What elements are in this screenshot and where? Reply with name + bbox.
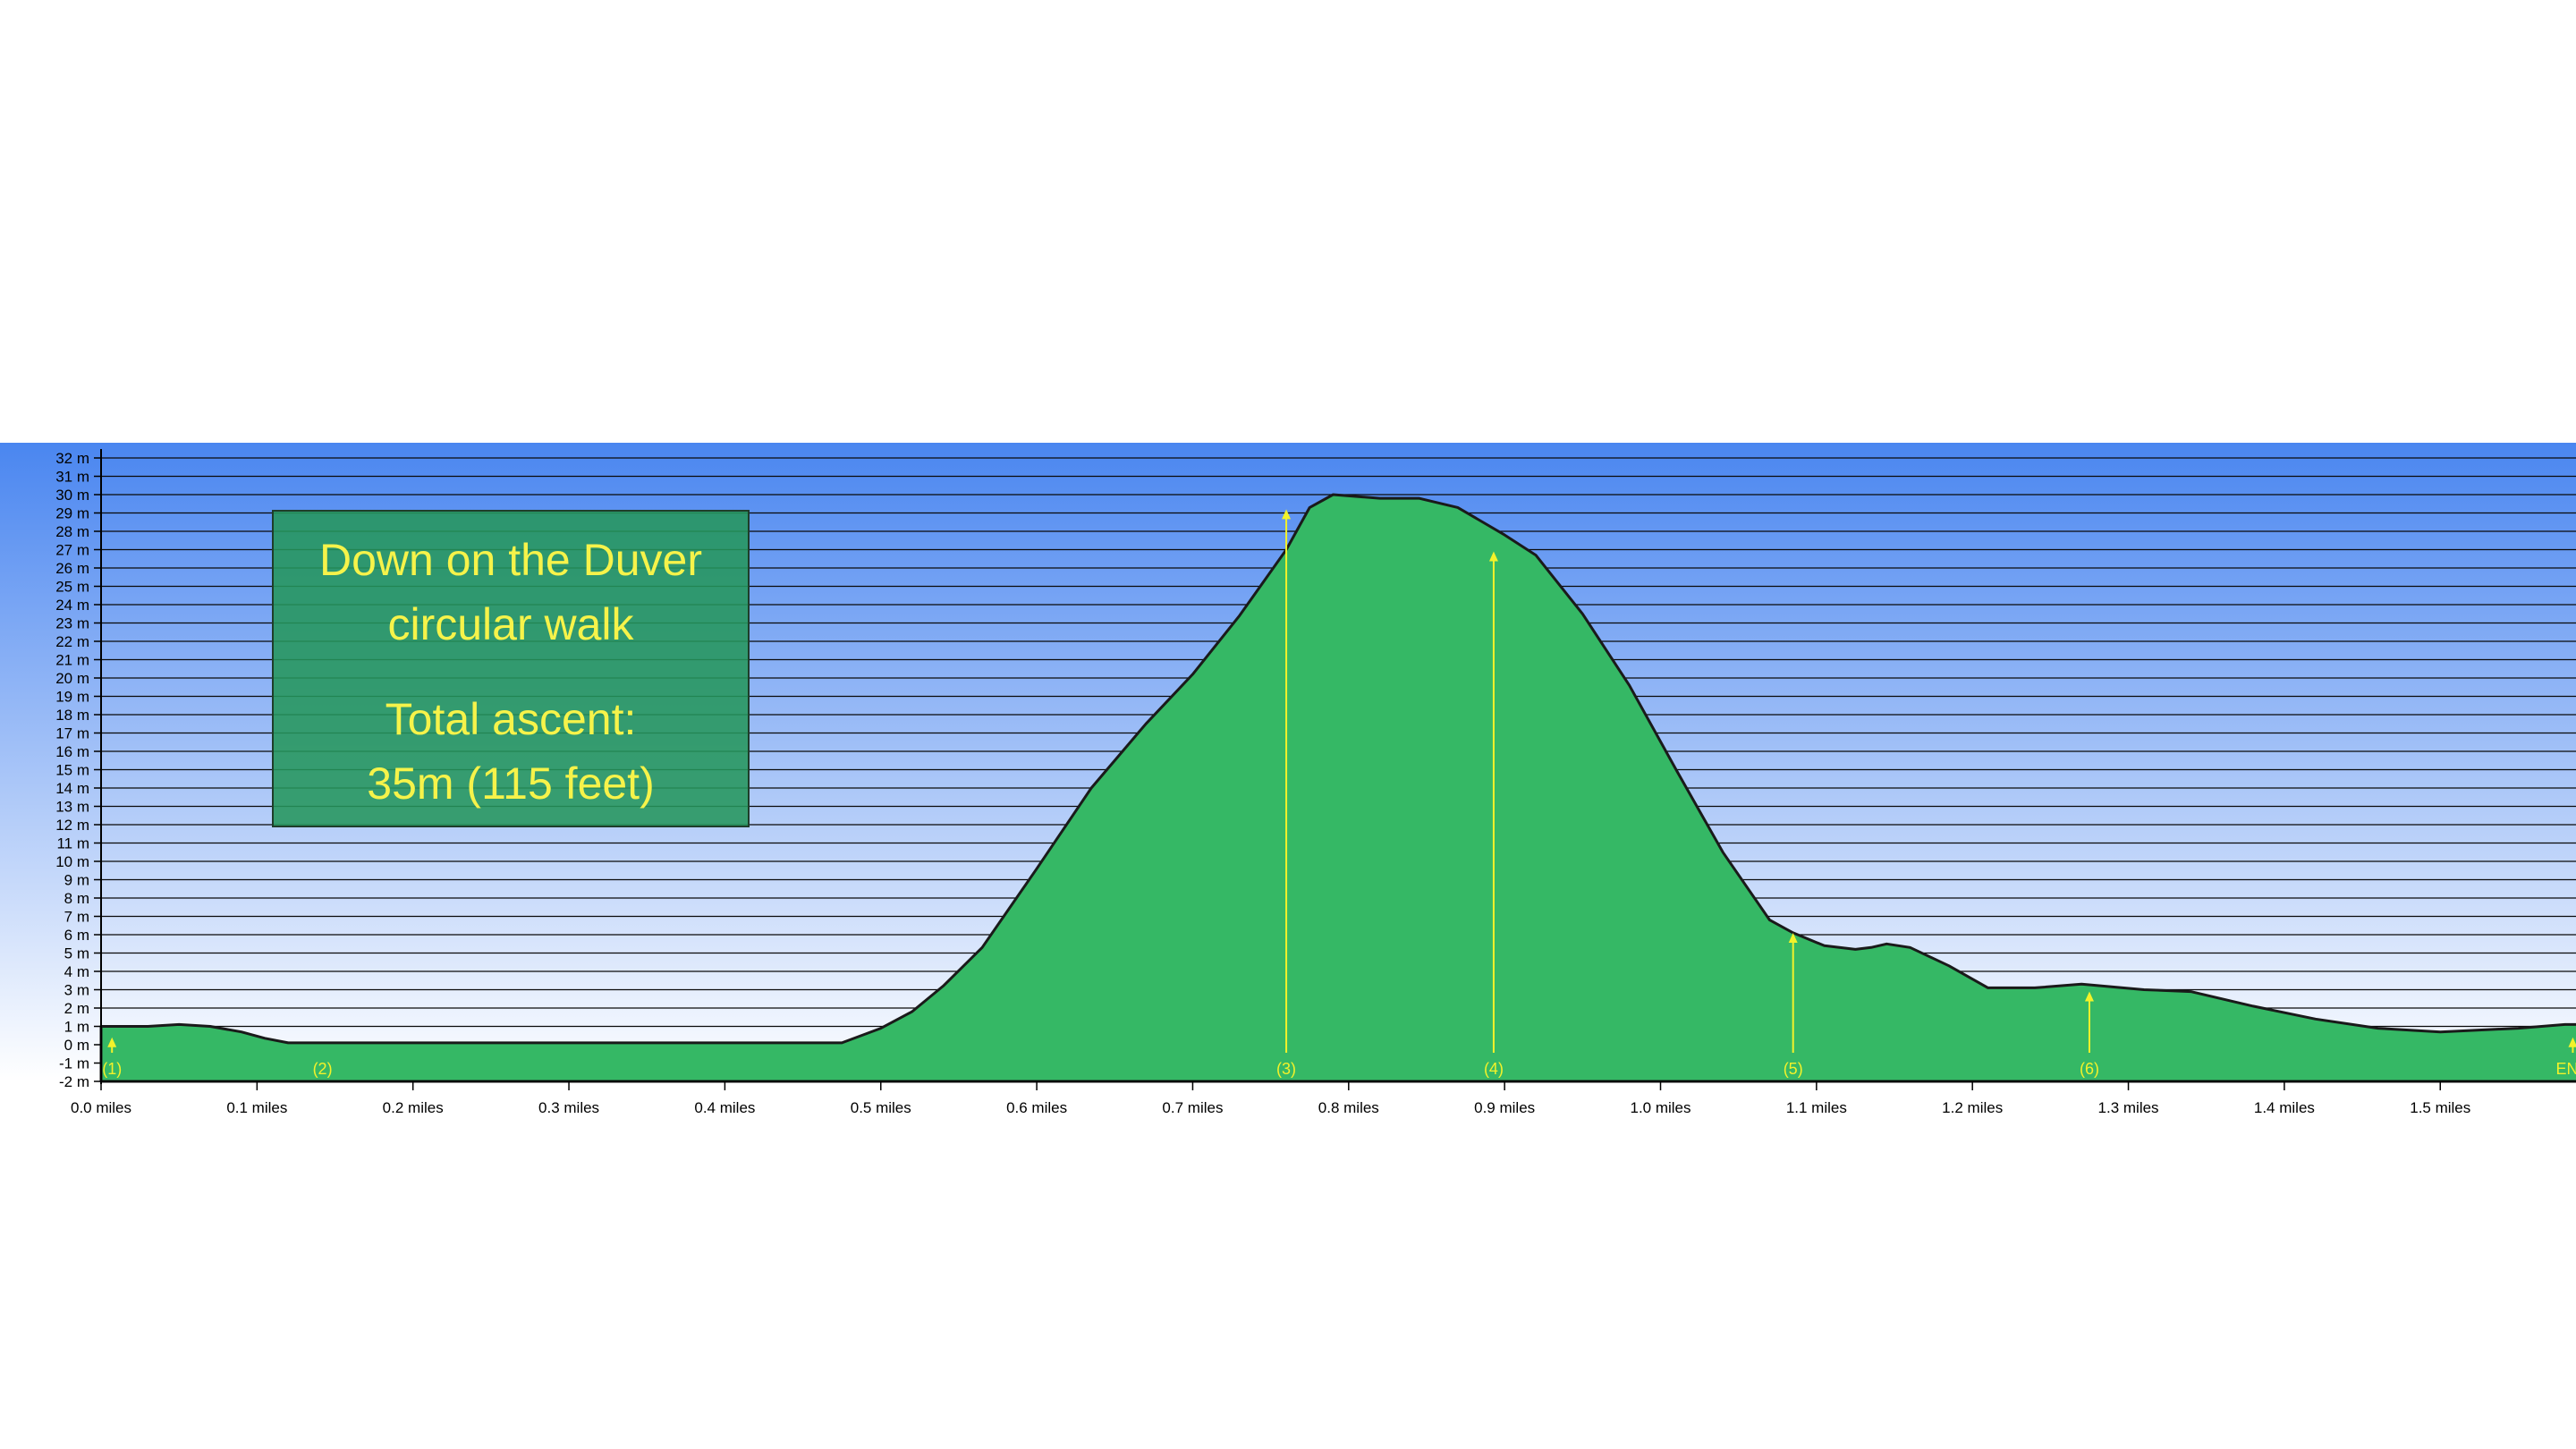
y-tick-label: 3 m: [64, 982, 89, 999]
x-tick-label: 0.2 miles: [383, 1099, 444, 1116]
walk-title-line2: circular walk: [387, 599, 634, 649]
y-tick-label: 1 m: [64, 1019, 89, 1036]
y-tick-label: -2 m: [59, 1073, 89, 1090]
y-tick-label: 25 m: [55, 579, 89, 596]
y-tick-label: 27 m: [55, 542, 89, 559]
y-axis-ticks: 32 m 31 m30 m29 m28 m 27 m26 m 25 m24 m23 m…: [55, 450, 101, 1090]
y-tick-label: 30 m: [55, 487, 89, 504]
waypoint-label: (6): [2080, 1060, 2099, 1078]
x-tick-label: 1.3 miles: [2098, 1099, 2159, 1116]
y-tick-label: 24 m: [55, 597, 89, 614]
y-tick-label: 16 m: [55, 743, 89, 760]
y-tick-label: 7 m: [64, 909, 89, 926]
walk-info-box: Down on the Duver circular walk Total as…: [272, 510, 750, 827]
waypoint-marker: (3): [1276, 509, 1296, 1078]
total-ascent-value: 35m (115 feet): [367, 758, 655, 809]
y-tick-label: 20 m: [55, 670, 89, 687]
waypoint-label: (1): [102, 1060, 122, 1078]
total-ascent: Total ascent: 35m (115 feet): [274, 687, 748, 816]
walk-title: Down on the Duver circular walk: [274, 528, 748, 657]
y-tick-label: 2 m: [64, 1000, 89, 1017]
y-tick-label: 10 m: [55, 853, 89, 870]
y-tick-label: 14 m: [55, 780, 89, 797]
waypoint-label: (5): [1784, 1060, 1803, 1078]
waypoint-arrow-head: [1488, 551, 1498, 562]
y-tick-label: 13 m: [55, 799, 89, 816]
y-tick-label: 15 m: [55, 762, 89, 779]
y-tick-label: 22 m: [55, 633, 89, 650]
elevation-area: [99, 493, 2576, 1083]
x-axis-ticks: 0.0 miles 0.1 miles 0.2 miles 0.3 miles 0.4 …: [71, 1082, 2470, 1116]
x-tick-label: 1.4 miles: [2254, 1099, 2315, 1116]
x-tick-label: 0.5 miles: [851, 1099, 911, 1116]
total-ascent-label: Total ascent:: [385, 694, 637, 744]
x-tick-label: 0.9 miles: [1474, 1099, 1535, 1116]
waypoint-label: (4): [1484, 1060, 1504, 1078]
x-tick-label: 0.8 miles: [1318, 1099, 1379, 1116]
waypoint-label: (3): [1276, 1060, 1296, 1078]
y-tick-label: 31 m: [55, 469, 89, 486]
x-tick-label: 1.5 miles: [2410, 1099, 2470, 1116]
walk-title-line1: Down on the Duver: [318, 535, 702, 585]
waypoint-arrow-head: [107, 1037, 117, 1047]
x-tick-label: 1.1 miles: [1786, 1099, 1847, 1116]
y-tick-label: 17 m: [55, 725, 89, 742]
waypoint-marker: (6): [2080, 991, 2099, 1078]
y-tick-label: 26 m: [55, 560, 89, 577]
waypoint-label: (2): [313, 1060, 333, 1078]
x-tick-label: 0.0 miles: [71, 1099, 131, 1116]
x-tick-label: 0.1 miles: [226, 1099, 287, 1116]
y-tick-label: 29 m: [55, 505, 89, 522]
y-tick-label: 0 m: [64, 1037, 89, 1054]
waypoint-marker: (4): [1484, 551, 1504, 1078]
y-tick-label: 11 m: [56, 835, 89, 852]
waypoint-marker: (5): [1784, 932, 1803, 1078]
y-tick-label: 32 m: [55, 450, 89, 467]
y-tick-label: 9 m: [64, 872, 89, 889]
y-tick-label: 4 m: [64, 963, 89, 980]
x-tick-label: 1.0 miles: [1630, 1099, 1690, 1116]
x-tick-label: 0.6 miles: [1006, 1099, 1067, 1116]
y-tick-label: 6 m: [64, 927, 89, 944]
waypoint-marker: (1): [102, 1037, 122, 1078]
y-tick-label: 5 m: [64, 945, 89, 962]
y-tick-label: 18 m: [55, 707, 89, 724]
x-tick-label: 1.2 miles: [1942, 1099, 2003, 1116]
waypoint-arrow-head: [2084, 991, 2094, 1002]
x-tick-label: 0.4 miles: [694, 1099, 755, 1116]
waypoint-arrow-head: [1788, 932, 1798, 943]
y-tick-label: 28 m: [55, 523, 89, 540]
waypoint-marker: (2): [313, 1060, 333, 1078]
x-tick-label: 0.3 miles: [538, 1099, 599, 1116]
y-tick-label: 8 m: [64, 890, 89, 907]
waypoint-markers: (1) (2) (3) (4) (5) (6) END: [102, 509, 2576, 1078]
waypoint-marker: END: [2555, 1037, 2576, 1078]
y-tick-label: 19 m: [55, 689, 89, 706]
waypoint-label: END: [2555, 1060, 2576, 1078]
waypoint-arrow-head: [2568, 1037, 2576, 1047]
y-tick-label: 12 m: [55, 817, 89, 834]
y-tick-label: -1 m: [59, 1055, 89, 1072]
waypoint-arrow-head: [1282, 509, 1292, 520]
x-tick-label: 0.7 miles: [1162, 1099, 1223, 1116]
y-tick-label: 23 m: [55, 615, 89, 632]
y-tick-label: 21 m: [55, 652, 89, 669]
